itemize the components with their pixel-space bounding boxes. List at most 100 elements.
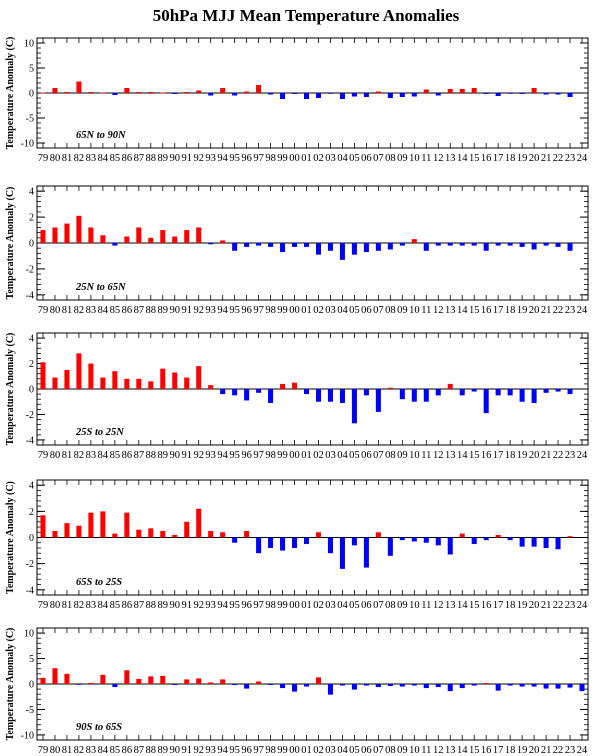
panel-5-x-tick-label: 17 [493,745,504,756]
panel-5-bar-03 [327,684,333,695]
panel-2-bar-82 [76,215,82,243]
panel-5-x-tick-label: 22 [553,745,564,756]
panel-5-bar-01 [303,684,310,687]
panel-1-y-tick-label: -10 [21,139,34,150]
panel-2-bar-04 [339,243,345,260]
panel-2-x-tick-label: 84 [98,305,109,316]
panel-5-bar-13 [447,684,453,692]
panel-1-x-tick-label: 92 [193,153,204,164]
panel-5-x-tick-label: 96 [241,745,252,756]
panel-4-bar-14 [459,533,465,538]
panel-5-x-tick-label: 14 [457,745,468,756]
panel-3-x-tick-label: 21 [541,450,552,461]
panel-4-x-tick-label: 10 [409,600,420,611]
panel-4-x-tick-label: 81 [62,600,73,611]
panel-1-bar-13 [447,89,453,93]
panel-2-x-tick-label: 23 [565,305,576,316]
panel-3-bar-07 [375,389,381,412]
panel-3-bar-89 [160,368,166,389]
panel-1-bar-86 [124,88,130,93]
panel-3-x-tick-label: 84 [98,450,109,461]
panel-4-bar-96 [244,530,250,538]
panel-2-x-tick-label: 21 [541,305,552,316]
panel-5-x-tick-label: 93 [205,745,216,756]
panel-4-x-tick-label: 90 [170,600,181,611]
panel-3-x-tick-label: 24 [577,450,588,461]
panel-2-bar-12 [435,243,441,246]
panel-1-bar-02 [315,93,322,98]
panel-4-x-tick-label: 83 [86,600,97,611]
panel-1-x-tick-label: 95 [229,153,240,164]
panel-4-bar-84 [100,511,106,538]
panel-5-y-tick-label: -10 [21,730,34,741]
panel-4-bar-22 [555,537,561,550]
panel-1-bar-22 [555,93,561,95]
panel-4-x-tick-label: 17 [493,600,504,611]
panel-1-x-tick-label: 89 [158,153,169,164]
panel-2-bar-92 [196,227,202,243]
panel-5-bar-88 [148,676,154,684]
panel-1-x-tick-label: 03 [325,153,336,164]
panel-2-bar-09 [399,243,405,246]
panel-3-bar-98 [268,389,274,403]
panel-4-bar-04 [339,537,345,569]
panel-4-bar-83 [88,512,94,538]
panel-2-x-tick-label: 92 [193,305,204,316]
panel-5-bar-86 [124,670,130,684]
panel-3-bar-85 [112,371,118,389]
panel-3-x-tick-label: 98 [265,450,276,461]
panel-2-bar-80 [52,227,58,243]
panel-4-x-tick-label: 01 [301,600,312,611]
panel-1-bar-90 [172,93,178,94]
panel-5-bar-95 [232,684,238,686]
panel-2-y-axis-label: Temperature Anomaly (C) [5,187,16,300]
panel-2-bar-87 [136,227,142,243]
panel-2-x-tick-label: 16 [481,305,492,316]
panel-5-x-tick-label: 88 [146,745,157,756]
panel-3-x-tick-label: 07 [373,450,384,461]
panel-4-x-tick-label: 92 [193,600,204,611]
panel-1-x-tick-label: 07 [373,153,384,164]
panel-2-x-tick-label: 02 [313,305,324,316]
panel-2-x-tick-label: 07 [373,305,384,316]
panel-1-x-tick-label: 09 [397,153,408,164]
panel-4-region-label: 65S to 25S [76,577,122,588]
panel-2-bar-96 [244,243,250,247]
panel-3-bar-02 [315,389,322,402]
panel-1-x-tick-label: 05 [349,153,360,164]
panel-3-bar-92 [196,366,202,389]
panel-3-bar-91 [184,377,190,389]
panel-2-x-tick-label: 88 [146,305,157,316]
panel-4-bar-15 [471,537,477,545]
panel-4-x-tick-label: 12 [433,600,444,611]
panel-1-bar-93 [208,93,214,96]
panel-3-bar-84 [100,377,106,389]
panel-5-bar-05 [351,684,357,690]
panel-3-bar-09 [399,389,405,400]
panel-2-x-tick-label: 01 [301,305,312,316]
panel-3-bar-17 [495,389,501,396]
panel-2-y-tick-label: -4 [26,290,34,301]
panel-4-x-tick-label: 24 [577,600,588,611]
panel-5-x-tick-label: 04 [337,745,348,756]
panel-2-x-tick-label: 94 [217,305,228,316]
panel-2-bar-81 [64,223,70,243]
panel-2-bar-22 [555,243,561,247]
panel-4-bar-06 [363,537,369,568]
panel-3-x-tick-label: 22 [553,450,564,461]
panel-2-x-tick-label: 15 [469,305,480,316]
panel-2-x-tick-label: 89 [158,305,169,316]
panel-1-x-tick-label: 02 [313,153,324,164]
panel-2-bar-79 [40,230,46,243]
panel-3-x-tick-label: 02 [313,450,324,461]
panel-1-x-tick-label: 82 [74,153,85,164]
panel-5-x-tick-label: 06 [361,745,372,756]
panel-1-x-tick-label: 17 [493,153,504,164]
panel-2-y-tick-label: 2 [29,213,34,224]
panel-5-x-tick-label: 16 [481,745,492,756]
panel-5-x-tick-label: 13 [445,745,456,756]
panel-3-bar-10 [411,389,417,402]
panel-2-x-tick-label: 96 [241,305,252,316]
panel-2-bar-16 [483,243,489,251]
panel-1-bar-99 [280,93,286,99]
